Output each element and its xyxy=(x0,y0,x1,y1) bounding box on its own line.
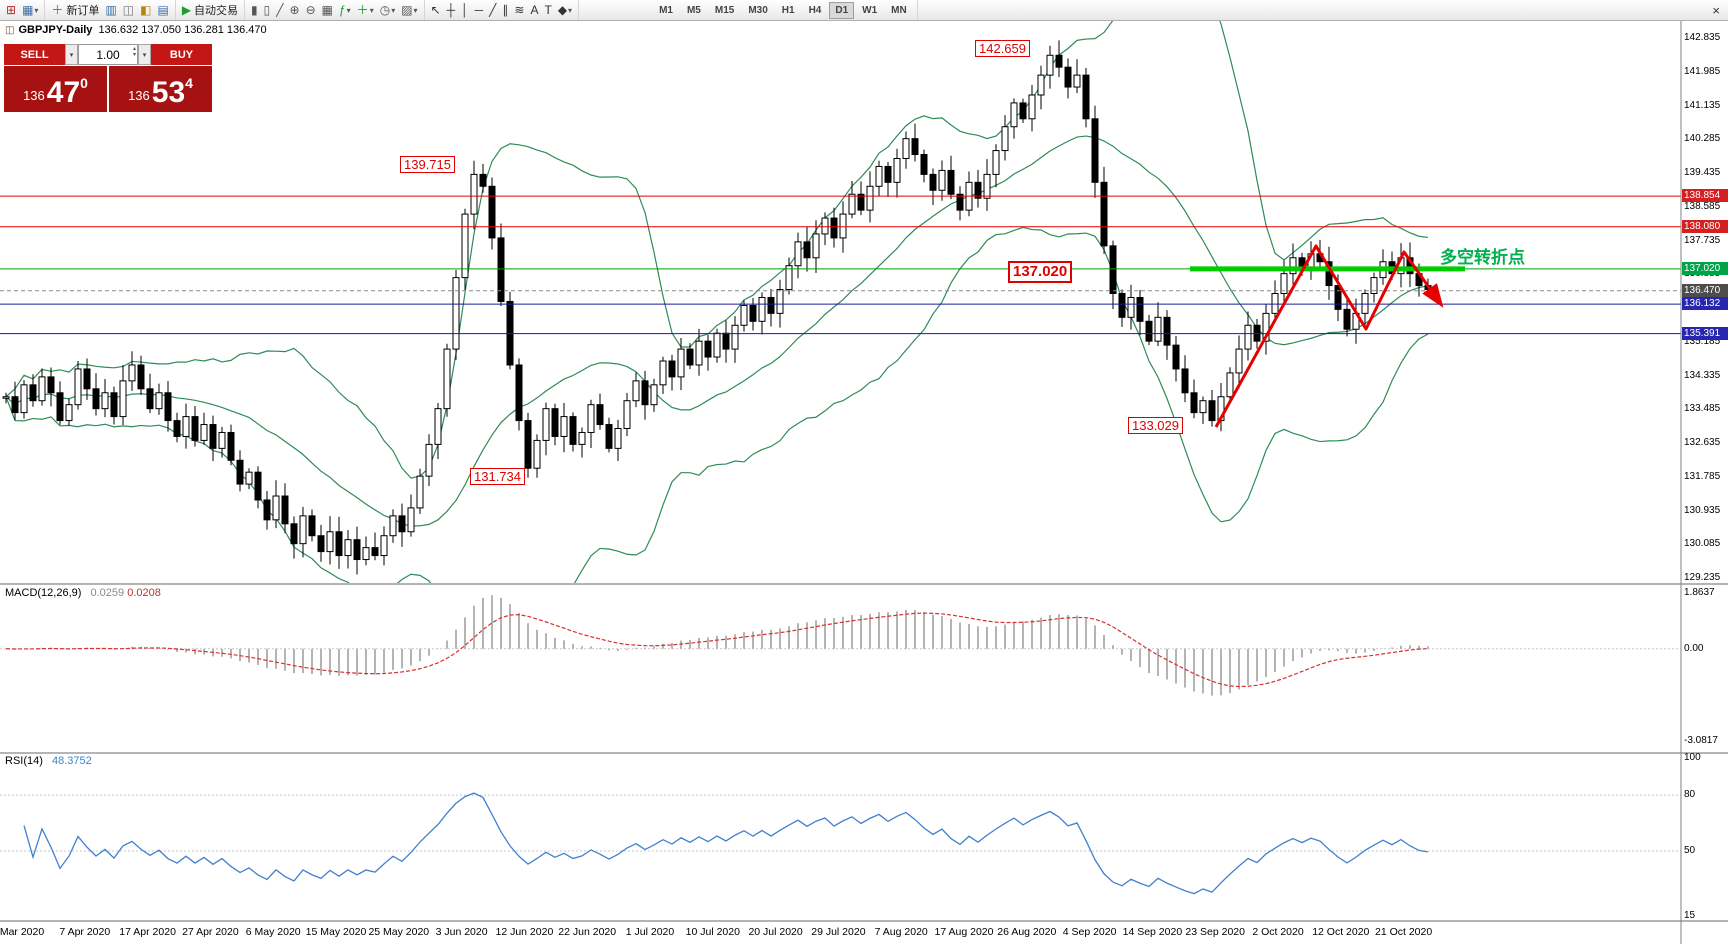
main-chart-pane xyxy=(2,21,1432,583)
new-chart-icon[interactable]: ⊞ xyxy=(6,3,17,17)
pane-separator[interactable] xyxy=(0,920,1728,922)
templates-icon[interactable]: ▨ ▾ xyxy=(401,3,418,17)
timeframe-m5[interactable]: M5 xyxy=(686,4,701,16)
line-chart-icon[interactable]: ╱ xyxy=(276,3,284,17)
bollinger-middle xyxy=(5,135,1429,527)
sell-price-button[interactable]: 136 47 0 xyxy=(4,66,107,112)
macd-histogram xyxy=(14,595,1429,696)
terminal-icon[interactable]: ▤ xyxy=(157,3,169,17)
price-callout[interactable]: 133.029 xyxy=(1128,417,1183,434)
timeframe-m15[interactable]: M15 xyxy=(714,4,735,16)
volume-value: 1.00 xyxy=(96,47,120,62)
buy-price-pip: 4 xyxy=(185,75,193,91)
timeframe-mn[interactable]: MN xyxy=(891,4,907,16)
timeframe-m1[interactable]: M1 xyxy=(659,4,673,16)
chart-window-group: ⊞ ▦ ▾ xyxy=(0,0,46,20)
price-callout[interactable]: 142.659 xyxy=(975,40,1030,57)
sell-price-prefix: 136 xyxy=(23,88,45,103)
trade-group: ＋新订单 ▥ ◫ ◧ ▤ xyxy=(45,0,176,20)
one-click-trading-panel: SELL 1.00 BUY 136 47 0 136 53 4 xyxy=(4,44,212,112)
buy-price-button[interactable]: 136 53 4 xyxy=(109,66,212,112)
sell-dropdown-icon[interactable] xyxy=(65,44,78,65)
navigator-icon[interactable]: ◧ xyxy=(140,3,152,17)
macd-signal-line xyxy=(5,612,1429,688)
autotrading-group: ▶ 自动交易 xyxy=(176,0,246,20)
fibonacci-icon[interactable]: ≋ xyxy=(514,3,525,17)
horizontal-line-icon[interactable]: ─ xyxy=(474,3,484,17)
indicators-icon[interactable]: ƒ ▾ xyxy=(338,3,351,17)
cursor-icon[interactable]: ↖ xyxy=(430,3,441,17)
crosshair-icon[interactable]: ┼ xyxy=(446,3,456,17)
pane-separator[interactable] xyxy=(0,583,1728,585)
timeframe-w1[interactable]: W1 xyxy=(862,4,878,16)
timeframe-m30[interactable]: M30 xyxy=(748,4,768,16)
volume-input[interactable]: 1.00 xyxy=(78,44,138,65)
buy-button[interactable]: BUY xyxy=(151,44,212,65)
sell-price-pip: 0 xyxy=(80,75,88,91)
text-icon[interactable]: A xyxy=(530,3,539,17)
price-callout[interactable]: 137.020 xyxy=(1008,261,1073,283)
rsi-line xyxy=(23,792,1429,895)
bollinger-upper xyxy=(5,21,1429,479)
auto-trading-icon[interactable]: ▶ 自动交易 xyxy=(181,3,239,17)
add-indicator-icon[interactable]: ＋ ▾ xyxy=(356,3,374,17)
drawing-tools-group: ↖ ┼ │ ─ ╱ ∥ ≋ A T ◆ ▾ xyxy=(425,0,580,20)
price-callout[interactable]: 131.734 xyxy=(470,468,525,485)
candlestick-chart-icon[interactable]: ▯ xyxy=(263,3,271,17)
timeframe-h1[interactable]: H1 xyxy=(781,4,795,16)
price-callout[interactable]: 139.715 xyxy=(400,156,455,173)
toolbar: ⊞ ▦ ▾ ＋新订单 ▥ ◫ ◧ ▤ ▶ 自动交易 ▮ ▯ ╱ ⊕ ⊖ ▦ ƒ ▾ ＋ ▾ ◷ ▾ ▨ ▾ ↖ ┼ │ ─ ╱ ∥ ≋ A T ◆… xyxy=(0,0,1728,21)
bar-chart-icon[interactable]: ▮ xyxy=(251,3,258,17)
periods-icon[interactable]: ◷ ▾ xyxy=(379,3,396,17)
trendline-icon[interactable]: ╱ xyxy=(489,3,497,17)
volume-spinner[interactable] xyxy=(133,46,136,58)
zigzag-annotation[interactable] xyxy=(1214,244,1444,428)
timeframe-group: M1 M5 M15 M30 H1 H4 D1 W1 MN xyxy=(649,0,918,20)
buy-dropdown-icon[interactable] xyxy=(138,44,151,65)
buy-price-prefix: 136 xyxy=(128,88,150,103)
pane-separator[interactable] xyxy=(0,752,1728,754)
chart-type-group: ▮ ▯ ╱ ⊕ ⊖ ▦ ƒ ▾ ＋ ▾ ◷ ▾ ▨ ▾ xyxy=(245,0,425,20)
zoom-out-icon[interactable]: ⊖ xyxy=(305,3,316,17)
label-icon[interactable]: T xyxy=(544,3,552,17)
chart-profiles-icon[interactable]: ▦ ▾ xyxy=(22,3,39,17)
shapes-icon[interactable]: ◆ ▾ xyxy=(557,3,573,17)
close-icon[interactable]: × xyxy=(1712,2,1720,18)
buy-price-main: 53 xyxy=(151,76,186,109)
sell-button[interactable]: SELL xyxy=(4,44,65,65)
channel-icon[interactable]: ∥ xyxy=(502,3,509,17)
zoom-in-icon[interactable]: ⊕ xyxy=(289,3,300,17)
vertical-line-icon[interactable]: │ xyxy=(461,3,469,17)
tile-windows-icon[interactable]: ▦ xyxy=(321,3,333,17)
market-watch-icon[interactable]: ▥ xyxy=(105,3,117,17)
timeframe-h4[interactable]: H4 xyxy=(808,4,822,16)
candles xyxy=(2,40,1432,575)
new-order-icon[interactable]: ＋新订单 xyxy=(51,3,100,17)
annotation-note[interactable]: 多空转折点 xyxy=(1440,248,1525,267)
timeframe-d1[interactable]: D1 xyxy=(829,1,855,19)
sell-price-main: 47 xyxy=(46,76,81,109)
data-window-icon[interactable]: ◫ xyxy=(122,3,135,17)
